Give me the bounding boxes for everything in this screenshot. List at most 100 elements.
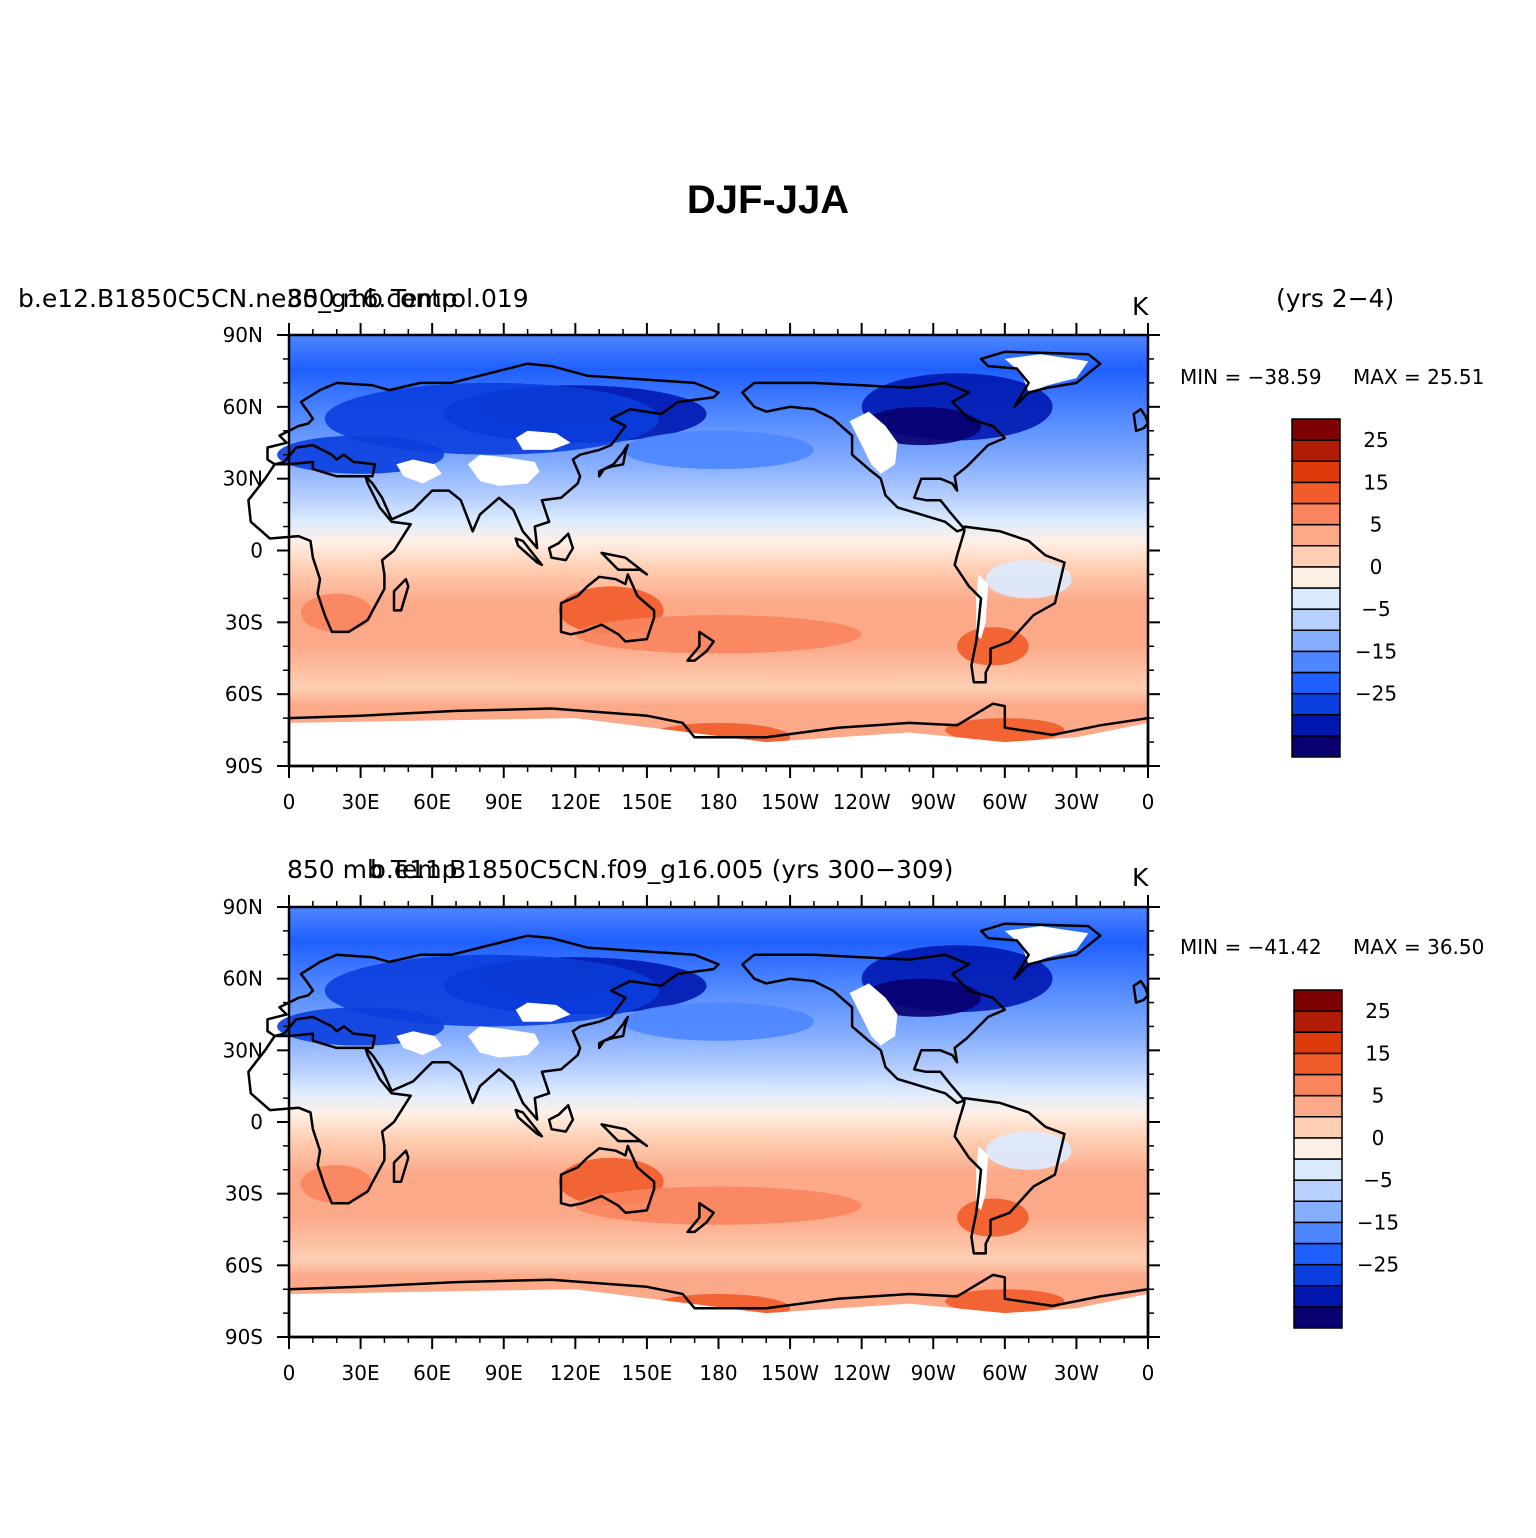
x-tick-label: 0 [1142, 1361, 1155, 1385]
coastline-madagascar [392, 1149, 410, 1183]
y-tick-label: 30N [223, 1038, 263, 1062]
colorbar-box [1291, 714, 1341, 737]
y-tick-label: 90S [225, 754, 263, 778]
masked-terrain-rockies [849, 411, 898, 474]
colorbar-box [1293, 1221, 1343, 1245]
anomaly-region-3 [324, 954, 659, 1027]
colorbar-2: 25 15 5 0 −5 −15 −25 [1293, 989, 1399, 1329]
masked-terrain-rockies [849, 983, 898, 1046]
colorbar-label: 15 [1363, 470, 1388, 494]
colorbar-box [1293, 1052, 1343, 1076]
x-tick-label: 90E [485, 1361, 523, 1385]
colorbar-label: 15 [1365, 1041, 1390, 1065]
coastline-antarctica [287, 1273, 1150, 1339]
panel-bottom-min: MIN = −41.42 [1180, 935, 1322, 959]
anomaly-region-10 [300, 1165, 373, 1204]
y-tick-label: 60N [223, 967, 263, 991]
colorbar-box [1293, 1158, 1343, 1181]
masked-terrain-greenland [1004, 926, 1089, 965]
colorbar-label: −5 [1361, 597, 1390, 621]
masked-terrain-antarctic [289, 1289, 1148, 1337]
coastline-antarctica [287, 702, 1150, 768]
coastline-newzealand [686, 630, 715, 662]
x-tick-label: 90W [911, 1361, 956, 1385]
colorbar-label: 0 [1370, 555, 1383, 579]
x-tick-label: 90E [485, 790, 523, 814]
coastline-southAmerica [953, 525, 1066, 684]
anomaly-region-10 [300, 593, 373, 632]
coastline-sumatra [514, 537, 544, 567]
colorbar-box [1293, 1073, 1343, 1097]
coastline-britain [1132, 407, 1150, 433]
coastline-eurasia [266, 362, 720, 550]
masked-terrain-tibet [468, 1026, 540, 1058]
panel-top: b.e12.B1850C5CN.ne30_g16.control.019 850… [0, 0, 1536, 560]
masked-terrain-mongolia [515, 430, 571, 450]
colorbar-box [1293, 1242, 1343, 1266]
anomaly-region-8 [985, 560, 1072, 599]
colorbar-label: −15 [1357, 1210, 1399, 1234]
panel-top-label-b: 850 mb Temp [287, 284, 458, 313]
panel-bottom-label-b: b.e11.B1850C5CN.f09_g16.005 (yrs 300−309… [370, 855, 954, 884]
anomaly-region-3 [324, 382, 659, 455]
y-tick-label: 60S [225, 1253, 263, 1277]
masked-terrain-tibet [468, 454, 540, 486]
colorbar-box [1291, 608, 1341, 631]
colorbar-label: 5 [1372, 1084, 1385, 1108]
x-tick-label: 180 [699, 790, 737, 814]
colorbar-label: −15 [1355, 639, 1397, 663]
colorbar-box [1291, 650, 1341, 674]
colorbar-box [1293, 1094, 1343, 1118]
x-tick-label: 30W [1054, 1361, 1099, 1385]
colorbar-box [1293, 1285, 1343, 1308]
y-tick-label: 0 [250, 539, 263, 563]
coastline-newzealand [686, 1201, 715, 1234]
colorbar-label: 25 [1363, 428, 1388, 452]
colorbar-box [1291, 566, 1341, 589]
x-tick-label: 60W [982, 790, 1027, 814]
colorbar-box [1291, 692, 1341, 716]
colorbar-box [1291, 735, 1341, 758]
anomaly-region-7 [623, 1002, 814, 1041]
colorbar-label: −25 [1357, 1253, 1399, 1277]
coastline-greenland [979, 922, 1102, 980]
anomaly-region-7 [623, 430, 814, 470]
coastline-southAmerica [953, 1096, 1066, 1255]
anomaly-region-8 [985, 1131, 1072, 1170]
panel-bottom-label-a: 850 mb Temp [287, 855, 458, 884]
colorbar-box [1291, 460, 1341, 484]
x-tick-label: 60E [413, 790, 451, 814]
colorbar-box [1291, 629, 1341, 653]
x-tick-label: 0 [1142, 790, 1155, 814]
panel-top-years: (yrs 2−4) [1276, 284, 1395, 313]
x-tick-label: 60E [413, 1361, 451, 1385]
colorbar-box [1293, 1116, 1343, 1139]
masked-terrain-iran [396, 1031, 442, 1056]
coastline-northAmerica [741, 381, 1007, 533]
x-tick-label: 150E [622, 1361, 673, 1385]
colorbar-box [1291, 439, 1341, 462]
panel-top-units: K [1132, 292, 1149, 321]
colorbar-box [1293, 1306, 1343, 1329]
y-tick-label: 90N [223, 323, 263, 347]
panel-top-max: MAX = 25.51 [1353, 365, 1485, 389]
coastline-newguinea [600, 1123, 649, 1148]
x-tick-label: 30W [1054, 790, 1099, 814]
colorbar-1: 25 15 5 0 −5 −15 −25 [1291, 418, 1397, 758]
x-tick-label: 120E [550, 1361, 601, 1385]
coastline-madagascar [392, 577, 410, 612]
colorbar-box [1291, 523, 1341, 547]
panel-bottom: 850 mb Temp b.e11.B1850C5CN.f09_g16.005 … [0, 0, 1536, 957]
coastline-greenland [979, 350, 1102, 409]
coastline-sumatra [514, 1108, 544, 1138]
x-tick-label: 180 [699, 1361, 737, 1385]
x-tick-label: 30E [342, 790, 380, 814]
coastline-newguinea [600, 551, 649, 576]
y-tick-label: 30S [225, 1182, 263, 1206]
y-tick-label: 30S [225, 610, 263, 634]
x-tick-label: 0 [283, 1361, 296, 1385]
x-tick-label: 30E [342, 1361, 380, 1385]
y-tick-label: 30N [223, 467, 263, 491]
colorbar-box [1293, 1200, 1343, 1224]
